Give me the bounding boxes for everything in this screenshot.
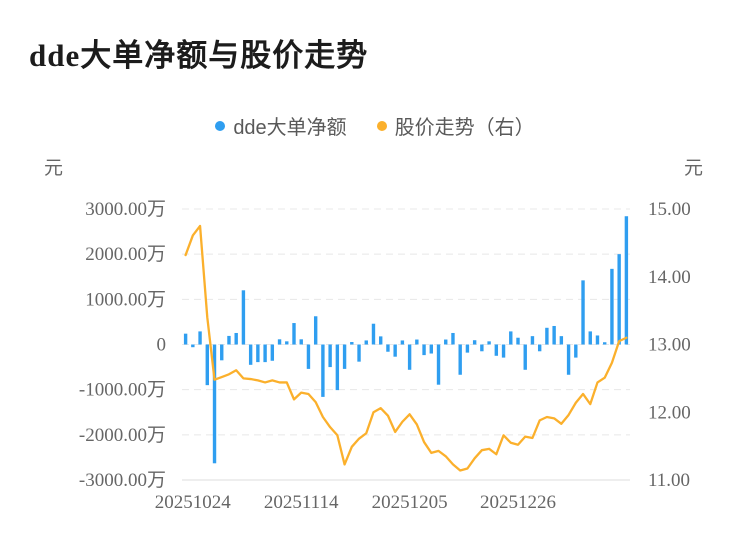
- left-axis-tick: 2000.00万: [85, 244, 166, 265]
- bar: [212, 344, 217, 464]
- bar: [350, 342, 354, 345]
- bar: [523, 344, 527, 370]
- bar: [191, 344, 195, 348]
- x-axis-tick: 20251205: [372, 492, 448, 513]
- x-axis-tick: 20251024: [155, 492, 232, 513]
- bar: [487, 341, 491, 345]
- bar: [559, 336, 564, 345]
- bar: [205, 344, 209, 386]
- x-axis-tick: 20251114: [264, 492, 339, 513]
- bar: [624, 216, 629, 345]
- bar: [321, 344, 325, 397]
- bar: [335, 344, 340, 391]
- price-line: [184, 224, 628, 472]
- bar: [220, 344, 224, 361]
- bar: [248, 344, 253, 365]
- x-axis-tick: 20251226: [480, 492, 556, 513]
- bar: [371, 323, 376, 345]
- bar: [545, 327, 549, 345]
- bar: [313, 316, 318, 345]
- right-axis-tick: 15.00: [648, 199, 691, 220]
- left-axis-tick: -3000.00万: [79, 470, 166, 491]
- bar: [328, 344, 332, 368]
- bar: [472, 340, 477, 345]
- bar: [400, 340, 405, 345]
- bar: [277, 339, 282, 345]
- legend-label-dde-net: dde大单净额: [233, 117, 347, 139]
- bar: [465, 344, 470, 353]
- legend-dot-yellow-icon: [376, 120, 387, 131]
- bar: [610, 268, 614, 345]
- bar: [227, 335, 231, 345]
- legend-item-dde-net[interactable]: dde大单净额: [215, 111, 347, 140]
- bar: [241, 290, 246, 345]
- bar: [263, 344, 267, 363]
- bar: [494, 344, 499, 356]
- axis-labels-group: 3000.00万 2000.00万 1000.00万 0 -1000.00万 -2000.…: [79, 199, 691, 513]
- bar: [183, 333, 188, 345]
- bar: [509, 331, 513, 345]
- bar: [299, 339, 303, 345]
- bar: [256, 344, 260, 363]
- bar: [617, 254, 621, 345]
- bar: [285, 341, 289, 345]
- bar: [306, 344, 311, 369]
- bar: [292, 323, 296, 345]
- bar: [530, 336, 535, 345]
- bar: [436, 344, 441, 385]
- left-axis-tick: -1000.00万: [79, 380, 166, 401]
- bar: [234, 332, 238, 345]
- bar: [270, 344, 275, 361]
- bar: [595, 335, 600, 345]
- bar: [407, 344, 412, 370]
- bar: [566, 344, 571, 375]
- bar: [198, 331, 202, 345]
- bar: [357, 344, 361, 362]
- bar: [422, 344, 426, 356]
- left-axis-tick: 3000.00万: [85, 199, 166, 220]
- bar: [480, 344, 484, 352]
- legend-label-price-trend: 股价走势（右）: [394, 117, 535, 139]
- left-axis-tick: 0: [157, 335, 167, 356]
- legend-item-price-trend[interactable]: 股价走势（右）: [376, 111, 535, 140]
- bar: [451, 332, 455, 345]
- bar: [537, 344, 542, 352]
- bar: [444, 339, 448, 345]
- bar: [458, 344, 462, 375]
- right-axis-tick: 14.00: [648, 267, 691, 288]
- left-axis-tick: 1000.00万: [85, 289, 166, 310]
- bar: [429, 344, 433, 354]
- right-axis-tick: 12.00: [648, 402, 691, 423]
- line-series-group: [184, 224, 628, 472]
- bar: [603, 342, 607, 345]
- bar: [393, 344, 397, 357]
- left-axis-tick: -2000.00万: [79, 425, 166, 446]
- bar: [581, 280, 585, 345]
- right-axis-tick: 11.00: [648, 470, 690, 491]
- bar: [574, 344, 578, 358]
- right-axis-unit: 元: [684, 158, 704, 179]
- bar: [364, 340, 368, 345]
- bar-series-group: [183, 216, 629, 464]
- bar: [516, 337, 520, 345]
- bar: [588, 331, 592, 345]
- bar: [386, 344, 390, 352]
- page-title: dde大单净额与股价走势: [29, 38, 369, 73]
- right-axis-tick: 13.00: [648, 335, 691, 356]
- left-axis-unit: 元: [44, 158, 64, 179]
- bar: [342, 344, 347, 369]
- bar: [379, 336, 383, 345]
- chart-legend: dde大单净额 股价走势（右）: [0, 111, 750, 140]
- bar: [501, 344, 506, 358]
- bar: [552, 325, 556, 345]
- legend-dot-blue-icon: [215, 120, 226, 131]
- bar: [415, 339, 419, 345]
